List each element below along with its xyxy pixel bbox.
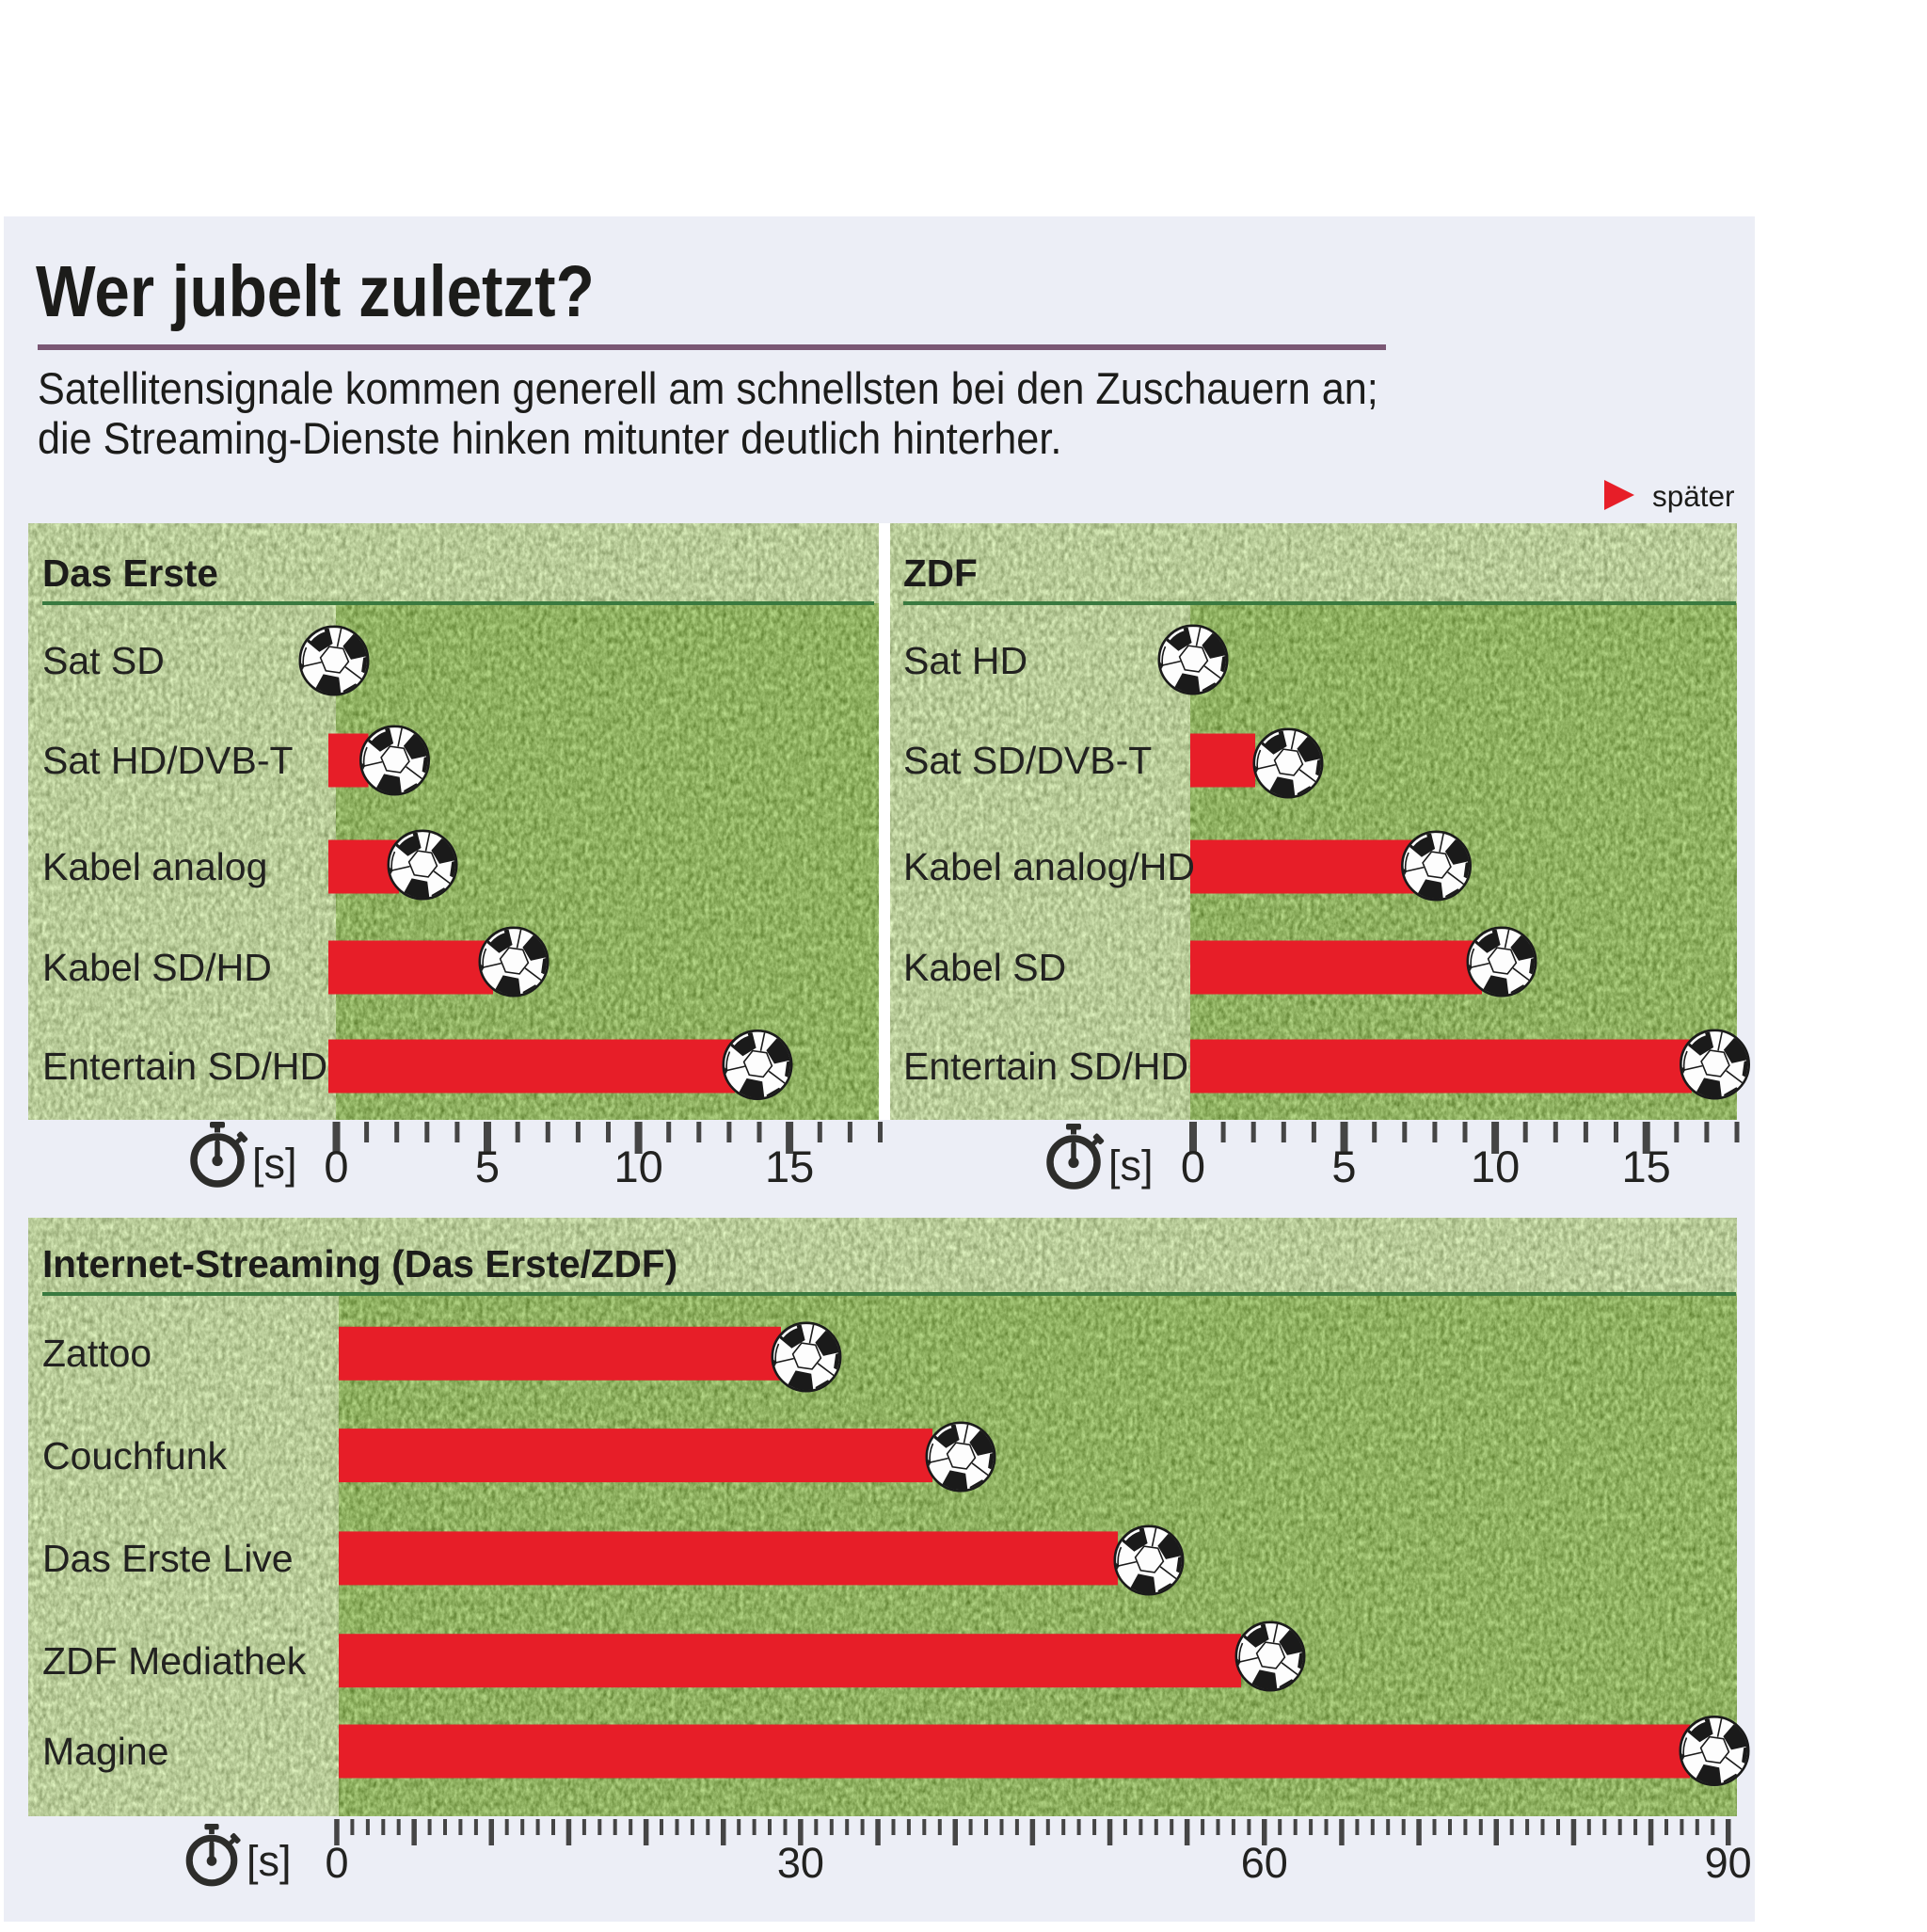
svg-text:Kabel analog: Kabel analog bbox=[42, 845, 267, 888]
svg-text:Internet-Streaming (Das Erste/: Internet-Streaming (Das Erste/ZDF) bbox=[42, 1242, 677, 1285]
svg-text:Das Erste: Das Erste bbox=[42, 551, 218, 595]
svg-text:Magine: Magine bbox=[42, 1730, 168, 1773]
svg-text:ZDF: ZDF bbox=[903, 551, 978, 595]
svg-text:[s]: [s] bbox=[1108, 1142, 1154, 1190]
svg-text:später: später bbox=[1652, 479, 1735, 513]
svg-text:5: 5 bbox=[1331, 1142, 1356, 1191]
svg-text:0: 0 bbox=[1181, 1142, 1205, 1191]
svg-text:10: 10 bbox=[613, 1142, 662, 1191]
svg-text:Couchfunk: Couchfunk bbox=[42, 1434, 228, 1477]
svg-text:Sat SD/DVB-T: Sat SD/DVB-T bbox=[903, 739, 1152, 782]
svg-text:Entertain SD/HD: Entertain SD/HD bbox=[42, 1045, 327, 1088]
svg-text:90: 90 bbox=[1705, 1839, 1752, 1887]
svg-text:Entertain SD/HD: Entertain SD/HD bbox=[903, 1045, 1188, 1088]
svg-text:Kabel SD/HD: Kabel SD/HD bbox=[42, 946, 272, 989]
svg-text:Satellitensignale kommen gener: Satellitensignale kommen generell am sch… bbox=[38, 363, 1378, 413]
svg-text:15: 15 bbox=[1622, 1142, 1671, 1191]
svg-text:Zattoo: Zattoo bbox=[42, 1332, 151, 1375]
svg-text:[s]: [s] bbox=[252, 1140, 297, 1188]
svg-text:Sat HD/DVB-T: Sat HD/DVB-T bbox=[42, 739, 294, 782]
svg-text:0: 0 bbox=[325, 1839, 348, 1887]
svg-text:60: 60 bbox=[1241, 1839, 1288, 1887]
svg-text:ZDF Mediathek: ZDF Mediathek bbox=[42, 1639, 307, 1683]
svg-text:[s]: [s] bbox=[247, 1837, 292, 1885]
svg-text:Wer jubelt zuletzt?: Wer jubelt zuletzt? bbox=[36, 252, 595, 332]
svg-text:10: 10 bbox=[1471, 1142, 1520, 1191]
svg-text:5: 5 bbox=[475, 1142, 500, 1191]
svg-text:Das Erste Live: Das Erste Live bbox=[42, 1537, 294, 1580]
svg-text:Sat HD: Sat HD bbox=[903, 639, 1027, 682]
svg-text:die Streaming-Dienste hinken m: die Streaming-Dienste hinken mitunter de… bbox=[38, 413, 1061, 463]
svg-text:Kabel SD: Kabel SD bbox=[903, 946, 1066, 989]
svg-text:15: 15 bbox=[765, 1142, 814, 1191]
svg-text:Sat SD: Sat SD bbox=[42, 639, 165, 682]
svg-text:30: 30 bbox=[777, 1839, 824, 1887]
svg-text:Kabel analog/HD: Kabel analog/HD bbox=[903, 845, 1195, 888]
svg-text:0: 0 bbox=[324, 1142, 348, 1191]
